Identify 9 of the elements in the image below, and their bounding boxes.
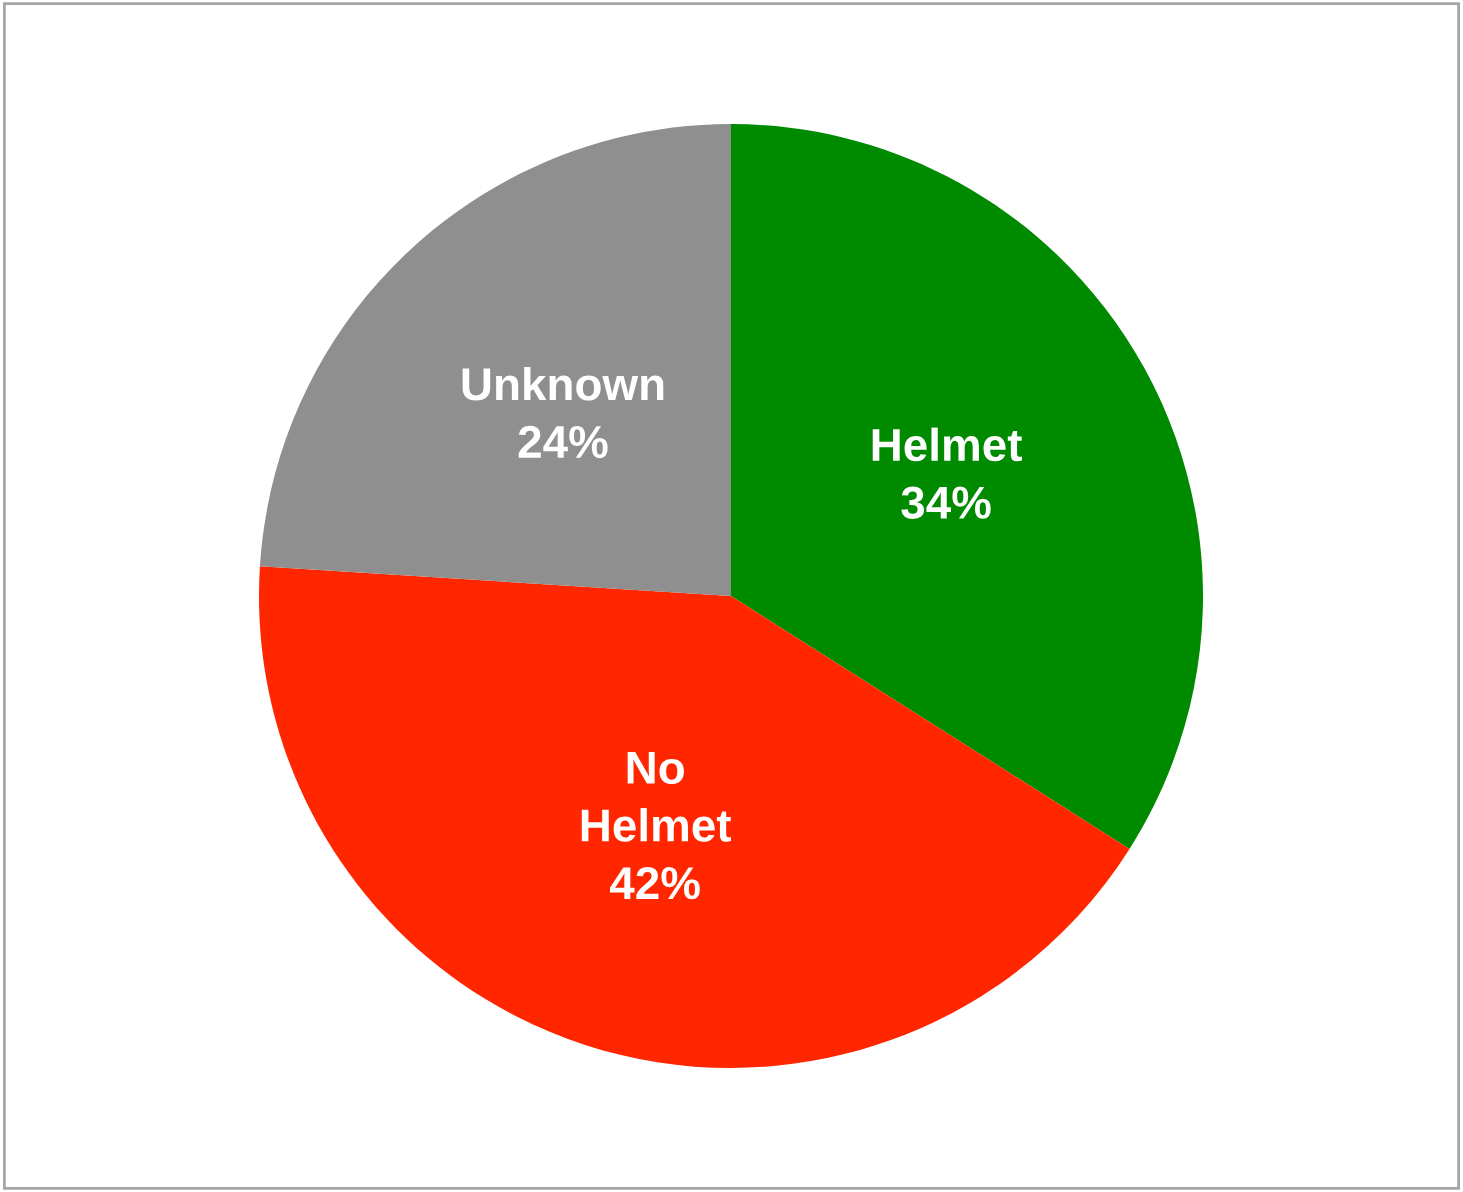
slice-label: Helmet xyxy=(872,427,1022,462)
slice-label: No Helmet xyxy=(581,752,732,842)
pie-slice xyxy=(259,566,1130,1068)
data-label: 42% xyxy=(609,866,700,900)
pie-slice xyxy=(259,124,731,596)
data-label: 34% xyxy=(901,486,991,519)
slice-label: Unknown xyxy=(462,366,664,401)
pie-slice xyxy=(731,124,1203,849)
data-label: 24% xyxy=(518,425,608,459)
